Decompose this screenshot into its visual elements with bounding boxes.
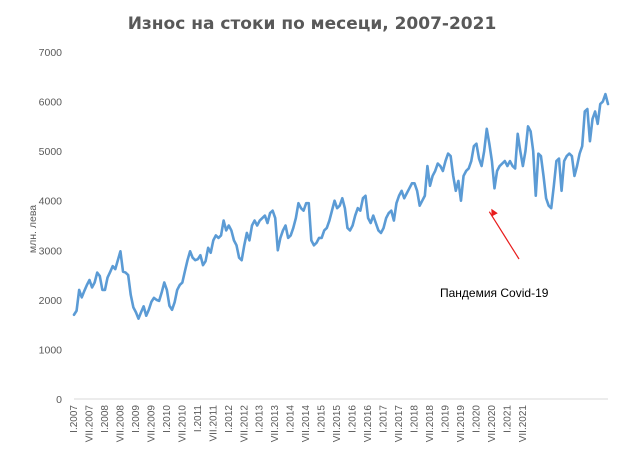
y-tick-label: 6000 [39, 97, 63, 109]
x-tick-label: I.2019 [441, 405, 452, 433]
series-group [72, 92, 610, 320]
x-tick-label: VII.2014 [301, 405, 312, 443]
x-tick-label: VII.2013 [270, 405, 281, 443]
x-tick-label: VII.2021 [518, 405, 529, 443]
y-axis: 0 1000 2000 3000 4000 5000 6000 7000 [39, 47, 63, 406]
x-axis-ticks: I.2007 VII.2007 I.2008 VII.2008 I.2009 VII.20… [69, 405, 529, 443]
x-tick-label: I.2021 [502, 405, 513, 433]
x-tick-label: VII.2015 [332, 405, 343, 443]
annotation-text: Пандемия Covid-19 [440, 286, 549, 300]
chart-title: Износ на стоки по месеци, 2007-2021 [128, 14, 497, 34]
x-tick-label: VII.2007 [85, 405, 96, 443]
annotation-arrowhead [491, 208, 498, 217]
y-tick-label: 5000 [39, 146, 63, 158]
x-tick-label: I.2013 [255, 405, 266, 433]
annotation-arrow-line [488, 211, 520, 260]
y-axis-label: млн. лева [27, 205, 39, 253]
series-line [72, 92, 610, 320]
x-tick-label: I.2015 [317, 405, 328, 433]
x-tick-label: VII.2010 [177, 405, 188, 443]
x-tick-label: I.2020 [471, 405, 482, 433]
x-tick-label: I.2016 [348, 405, 359, 433]
x-tick-label: I.2018 [410, 405, 421, 433]
x-tick-label: VII.2011 [208, 405, 219, 442]
x-tick-label: VII.2018 [425, 405, 436, 443]
x-tick-label: I.2014 [286, 405, 297, 433]
x-tick-label: I.2011 [193, 405, 204, 432]
x-tick-label: VII.2020 [487, 405, 498, 443]
y-tick-label: 7000 [39, 47, 63, 59]
x-tick-label: VII.2019 [456, 405, 467, 443]
x-tick-label: VII.2009 [146, 405, 157, 443]
y-tick-label: 0 [56, 394, 62, 406]
x-tick-label: I.2009 [131, 405, 142, 433]
x-tick-label: VII.2012 [239, 405, 250, 443]
x-tick-label: I.2008 [100, 405, 111, 433]
y-tick-label: 4000 [39, 196, 63, 208]
annotation-group: Пандемия Covid-19 [440, 208, 549, 300]
x-tick-label: I.2012 [224, 405, 235, 433]
x-tick-label: I.2010 [162, 405, 173, 433]
y-tick-label: 2000 [39, 295, 63, 307]
x-tick-label: VII.2017 [394, 405, 405, 443]
x-tick-label: I.2017 [379, 405, 390, 433]
x-tick-label: VII.2016 [363, 405, 374, 443]
y-tick-label: 3000 [39, 245, 63, 257]
x-tick-label: VII.2008 [115, 405, 126, 443]
x-tick-label: I.2007 [69, 405, 80, 433]
y-tick-label: 1000 [39, 344, 63, 356]
